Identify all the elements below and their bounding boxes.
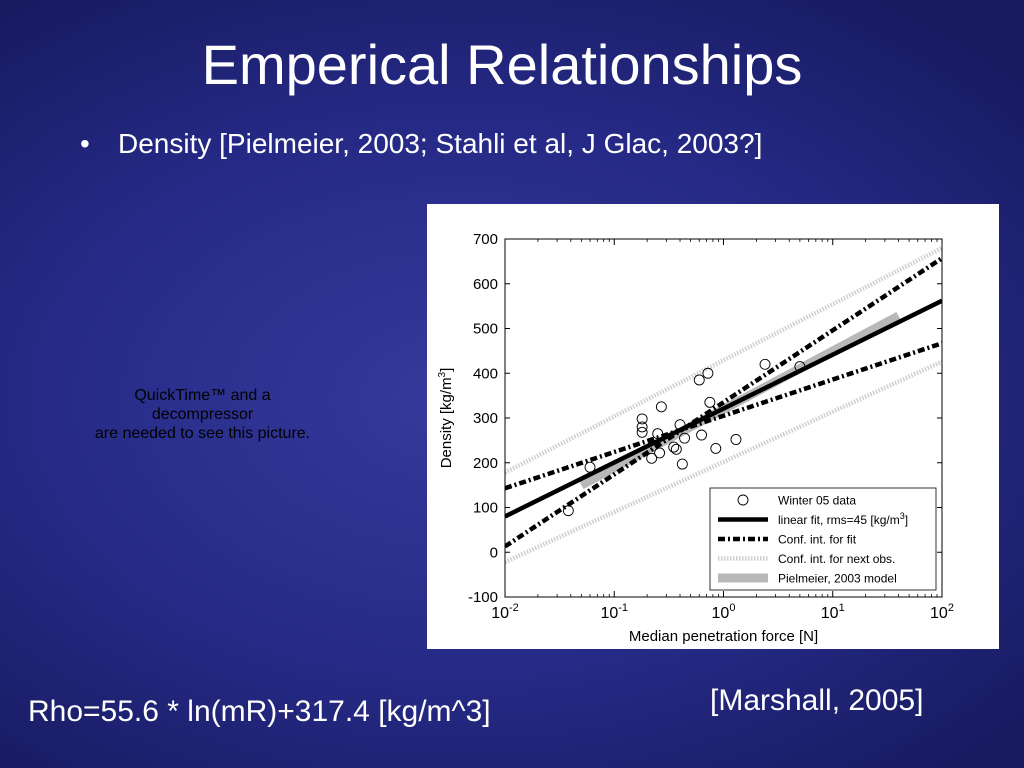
x-tick-exponent: -2 — [509, 602, 519, 614]
legend-label: Winter 05 data — [778, 494, 856, 508]
data-point — [670, 443, 682, 455]
data-point — [562, 505, 574, 517]
y-tick-label: 300 — [473, 410, 498, 427]
bullet-symbol: • — [80, 128, 90, 159]
data-point — [710, 442, 722, 454]
legend-label-text: Conf. int. for next obs. — [778, 552, 895, 566]
x-tick-base: 10 — [930, 605, 948, 622]
x-tick-base: 10 — [821, 605, 839, 622]
data-point — [668, 441, 680, 453]
x-tick-label: 100 — [712, 602, 736, 622]
data-point — [759, 358, 771, 370]
data-point — [704, 396, 716, 408]
x-tick-exponent: -1 — [618, 602, 628, 614]
data-point — [636, 413, 648, 425]
regression-equation: Rho=55.6 * ln(mR)+317.4 [kg/m^3] — [28, 695, 491, 728]
y-tick-label: 700 — [473, 231, 498, 248]
series-line — [505, 359, 942, 565]
y-axis-label-sup: 3 — [437, 371, 448, 377]
y-axis-label: Density [kg/m3] — [437, 368, 455, 469]
data-point — [654, 447, 666, 459]
data-point — [636, 426, 648, 438]
placeholder-line: decompressor — [151, 406, 254, 423]
legend-label-text: Winter 05 data — [778, 494, 856, 508]
y-axis-label-end: ] — [438, 368, 455, 372]
data-point — [646, 452, 658, 464]
x-tick-label: 10-2 — [491, 602, 519, 622]
data-point — [652, 428, 664, 440]
data-point — [794, 361, 806, 372]
x-axis-label: Median penetration force [N] — [629, 628, 818, 645]
citation: [Marshall, 2005] — [710, 684, 924, 717]
x-tick-base: 10 — [712, 605, 730, 622]
series-line — [505, 256, 942, 549]
data-point — [696, 429, 708, 441]
y-tick-label: 0 — [490, 544, 498, 561]
x-tick-label: 102 — [930, 602, 954, 622]
x-tick-base: 10 — [491, 605, 509, 622]
y-tick-label: 200 — [473, 455, 498, 472]
y-tick-label: 600 — [473, 276, 498, 293]
placeholder-line: QuickTime™ and a — [134, 387, 271, 404]
legend-label-end: ] — [905, 513, 908, 527]
y-tick-label: 400 — [473, 365, 498, 382]
legend-label-sup: 3 — [900, 511, 905, 521]
data-point — [655, 401, 667, 413]
x-tick-exponent: 1 — [839, 602, 845, 614]
legend-label-text: Conf. int. for fit — [778, 533, 857, 547]
quicktime-placeholder: QuickTime™ and a decompressor are needed… — [50, 386, 355, 443]
slide-title: Emperical Relationships — [201, 33, 803, 96]
data-point — [636, 421, 648, 433]
bullet-text: Density [Pielmeier, 2003; Stahli et al, … — [118, 128, 763, 159]
series-line — [505, 245, 942, 475]
data-point — [730, 434, 742, 445]
legend-label: Conf. int. for next obs. — [778, 552, 895, 566]
legend-label: Conf. int. for fit — [778, 533, 857, 547]
data-point — [584, 461, 596, 473]
legend-label: Pielmeier, 2003 model — [778, 572, 897, 586]
legend-marker-circle — [737, 494, 749, 506]
x-tick-base: 10 — [600, 605, 618, 622]
y-tick-label: 100 — [473, 500, 498, 517]
x-tick-exponent: 2 — [948, 602, 954, 614]
legend-label-text: Pielmeier, 2003 model — [778, 572, 897, 586]
x-tick-label: 10-1 — [600, 602, 628, 622]
bullet-item: • Density [Pielmeier, 2003; Stahli et al,… — [80, 124, 762, 164]
data-point — [679, 432, 690, 444]
y-tick-label: 500 — [473, 321, 498, 338]
data-point — [702, 367, 714, 379]
legend-label: linear fit, rms=45 [kg/m3] — [778, 511, 908, 527]
figure-panel: 700 600 500 400 300 200 100 0 -100 10-2 10-1 100 101… — [427, 204, 999, 649]
legend-label-text: linear fit, rms=45 [kg/m — [778, 513, 900, 527]
y-tick-label: -100 — [468, 589, 498, 606]
legend-box — [709, 487, 937, 591]
x-tick-exponent: 0 — [729, 602, 735, 614]
series-line — [505, 298, 942, 519]
x-tick-label: 101 — [821, 602, 845, 622]
data-point — [693, 374, 705, 386]
placeholder-line: are needed to see this picture. — [94, 425, 311, 442]
y-axis-label-text: Density [kg/m — [438, 377, 455, 468]
series-line — [505, 341, 942, 491]
data-point — [674, 419, 686, 431]
data-point — [676, 458, 688, 470]
